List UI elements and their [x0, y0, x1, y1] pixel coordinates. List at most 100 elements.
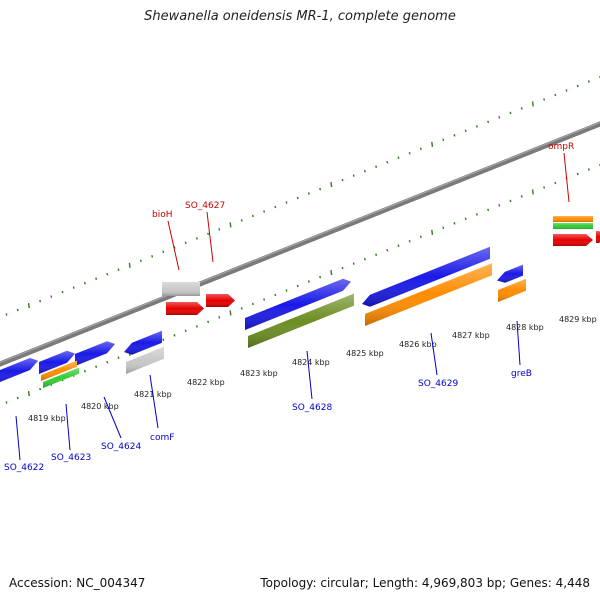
minor-tick — [352, 262, 355, 265]
minor-tick — [162, 338, 165, 342]
minor-tick — [285, 201, 288, 204]
edge-red-arrow — [596, 231, 600, 243]
kbp-label: 4829 kbp — [559, 315, 597, 324]
ompr-red-arrow-shade — [553, 234, 593, 246]
major-tick — [27, 302, 30, 309]
so4628-olive-bar-shade — [248, 293, 354, 348]
minor-tick — [509, 199, 512, 203]
minor-tick — [386, 248, 389, 252]
minor-tick — [151, 254, 154, 258]
comf-blue-arrow-shade — [124, 330, 162, 355]
minor-tick — [464, 217, 467, 221]
kbp-label: 4826 kbp — [399, 340, 437, 349]
so4629-blue-arrow-shade — [362, 246, 490, 307]
minor-tick — [587, 80, 590, 83]
kbp-label: 4820 kbp — [81, 402, 119, 411]
minor-tick — [263, 210, 266, 213]
minor-tick — [375, 165, 378, 168]
so4628-blue-arrow — [245, 278, 351, 330]
leader-line-bottom — [149, 374, 159, 429]
so4627-red-arrow-shade — [206, 294, 235, 307]
leader-line-top — [563, 152, 570, 203]
minor-tick — [363, 169, 366, 173]
minor-tick — [565, 89, 568, 92]
comf-gray-box-shade — [126, 346, 164, 374]
biohgray-box-shade — [162, 282, 200, 296]
so4629-orange-bar-shade — [365, 263, 492, 326]
leader-line-bottom — [430, 332, 438, 376]
kbp-label: 4819 kbp — [28, 414, 66, 423]
genome-summary-text: Topology: circular; Length: 4,969,803 bp… — [260, 576, 590, 590]
minor-tick — [218, 316, 221, 319]
minor-tick — [95, 277, 98, 280]
minor-tick — [307, 280, 310, 283]
leader-line-bottom — [306, 350, 313, 400]
map-title: Shewanella oneidensis MR-1, complete gen… — [144, 9, 456, 24]
major-tick — [27, 390, 30, 397]
minor-tick — [285, 289, 288, 292]
minor-tick — [487, 120, 490, 124]
minor-tick — [464, 129, 467, 133]
greb-blue-arrow-shade — [497, 264, 523, 283]
leader-line-bottom — [65, 403, 71, 451]
backbone-layer — [0, 121, 600, 367]
minor-tick — [173, 334, 176, 337]
minor-tick — [5, 401, 8, 404]
genome-backbone — [0, 121, 600, 367]
minor-tick — [453, 222, 456, 225]
minor-tick — [106, 272, 109, 276]
minor-tick — [576, 84, 579, 88]
gene-label-top: ompR — [548, 142, 574, 152]
comf-gray-box — [126, 346, 164, 374]
gene-label-bottom: SO_4624 — [101, 442, 141, 452]
minor-tick — [16, 396, 19, 400]
minor-tick — [39, 387, 42, 391]
gene-label-bottom: SO_4628 — [292, 403, 332, 413]
minor-tick — [319, 275, 322, 279]
minor-tick — [251, 302, 254, 306]
minor-tick — [408, 151, 411, 155]
major-tick — [431, 141, 434, 147]
so4623-blue-arrow — [39, 350, 75, 374]
minor-tick — [139, 259, 142, 263]
leader-line-bottom — [103, 396, 122, 439]
kbp-label: 4827 kbp — [452, 331, 490, 340]
so4623-green-bar — [43, 367, 79, 388]
minor-tick — [442, 226, 445, 230]
accession-text: Accession: NC_004347 — [9, 576, 146, 590]
kbp-label: 4824 kbp — [292, 358, 330, 367]
minor-tick — [184, 329, 187, 333]
backbone-highlight — [0, 121, 600, 364]
minor-tick — [397, 244, 400, 248]
minor-tick — [251, 214, 254, 218]
minor-tick — [554, 93, 557, 97]
ompr-red-arrow — [553, 234, 593, 246]
gene-label-bottom: comF — [150, 433, 174, 443]
minor-tick — [207, 232, 210, 236]
minor-tick — [240, 219, 243, 222]
minor-tick — [543, 98, 546, 101]
minor-tick — [576, 172, 579, 176]
ompr-orange-bar-shade — [553, 216, 593, 222]
so4629-orange-bar — [365, 263, 492, 326]
leader-line-bottom — [15, 415, 21, 461]
minor-tick — [442, 138, 445, 142]
minor-tick — [173, 246, 176, 249]
minor-tick — [106, 360, 109, 364]
minor-tick — [117, 268, 120, 272]
minor-tick — [419, 235, 422, 239]
minor-tick — [319, 187, 322, 191]
minor-tick — [397, 156, 400, 160]
minor-tick — [509, 111, 512, 115]
minor-tick — [274, 293, 277, 297]
so4622-blue-arrow-shade — [0, 358, 38, 382]
minor-tick — [162, 250, 165, 254]
minor-tick — [195, 237, 198, 240]
major-tick — [229, 310, 232, 316]
minor-tick — [386, 160, 389, 164]
ompr-green-bar — [553, 223, 593, 229]
minor-tick — [61, 290, 64, 294]
gene-label-top: SO_4627 — [185, 201, 225, 211]
